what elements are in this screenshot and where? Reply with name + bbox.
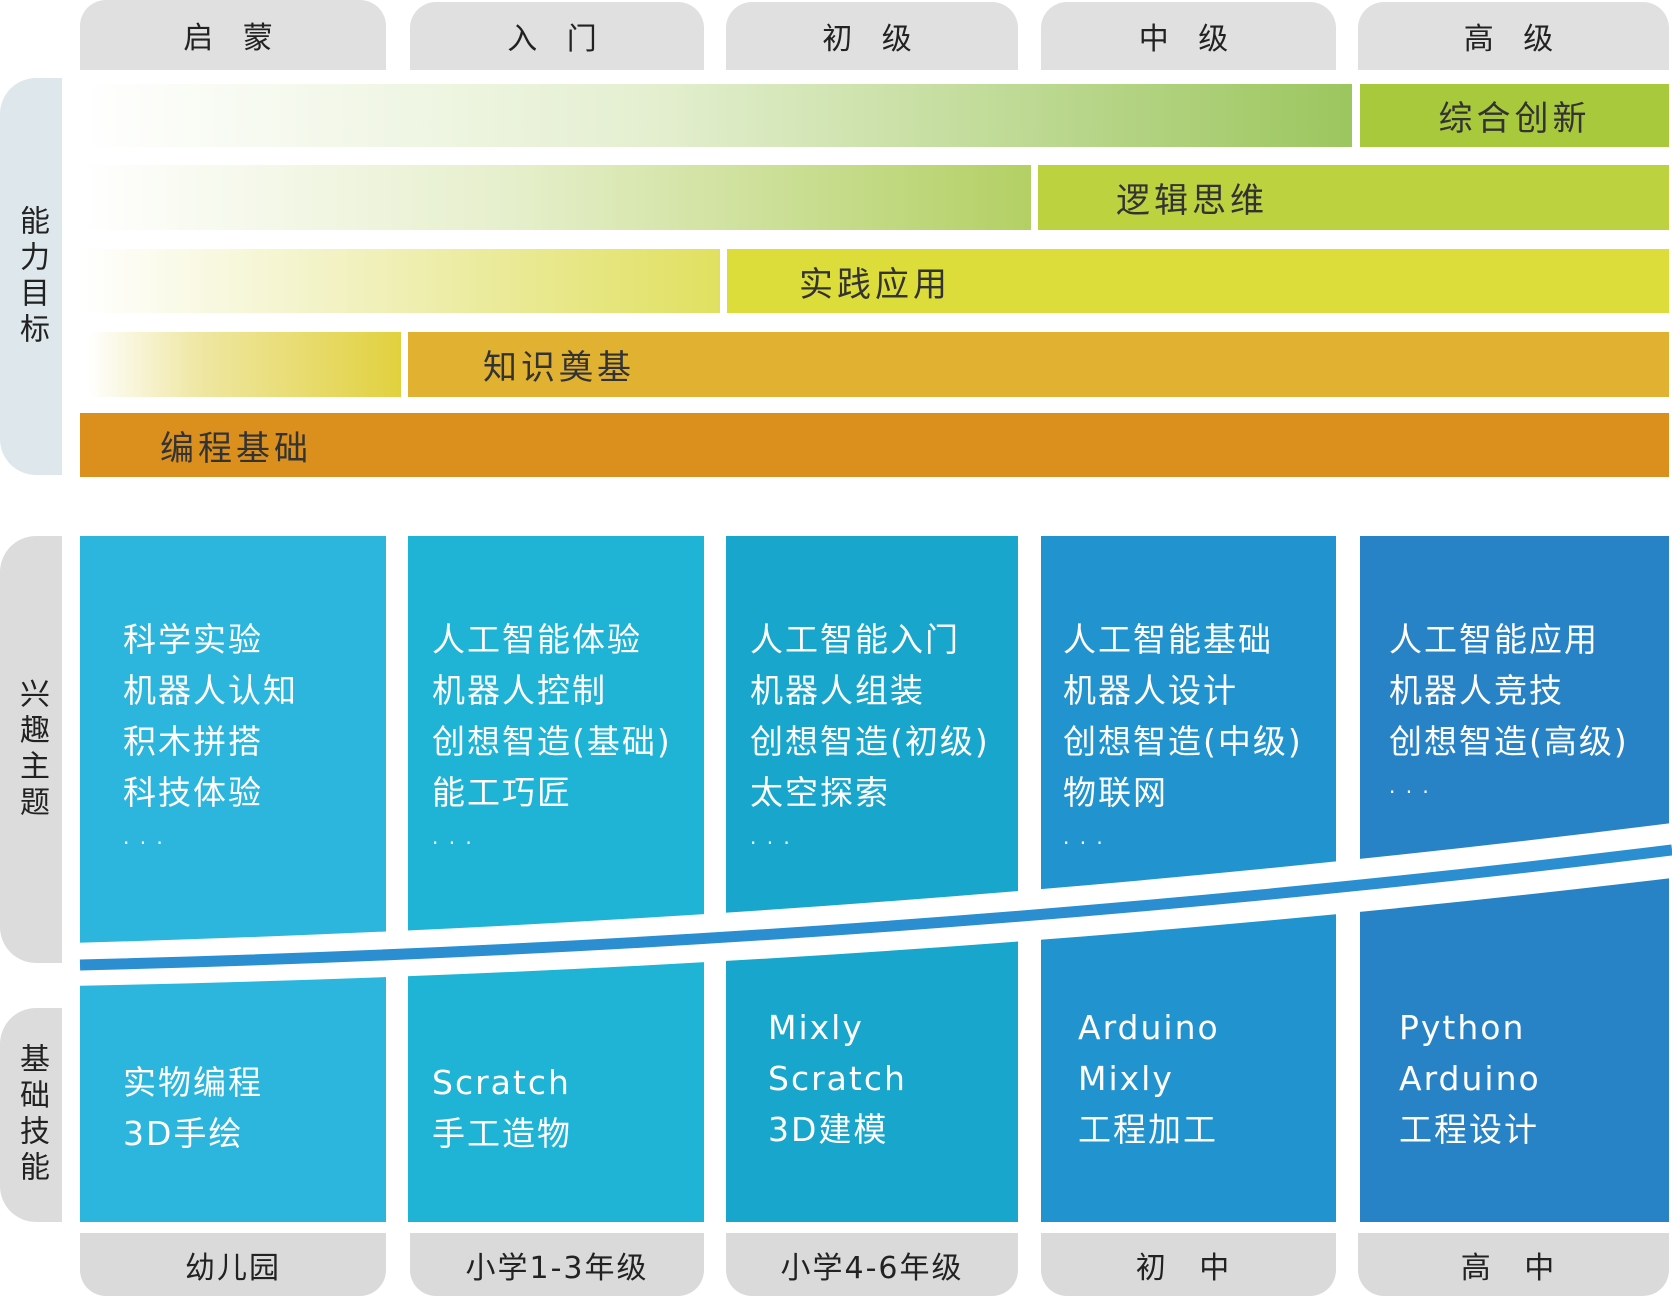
topic: 创想智造(高级) [1389, 722, 1629, 761]
topic: 太空探索 [750, 773, 890, 812]
ability-bar-programming-basics: 编程基础 [80, 413, 1669, 477]
grade-tab-1: 幼儿园 [80, 1233, 386, 1296]
ability-bar-comprehensive-innovation: 综合创新 [1360, 84, 1669, 147]
ability-gradient-4 [88, 332, 401, 397]
interest-topics: 人工智能体验 机器人控制 创想智造(基础) 能工巧匠 · · · [432, 614, 672, 869]
bar-label: 实践应用 [799, 264, 951, 305]
grade-tab-4: 初 中 [1041, 1233, 1336, 1296]
stage-tab-1: 启 蒙 [80, 0, 386, 70]
topic: 机器人组装 [750, 671, 925, 710]
topic: 创想智造(基础) [432, 722, 672, 761]
interest-topics: 人工智能应用 机器人竞技 创想智造(高级) · · · [1389, 614, 1629, 818]
bar-label: 综合创新 [1438, 99, 1591, 139]
skill: 3D建模 [768, 1110, 889, 1149]
topic: 人工智能体验 [432, 620, 642, 659]
interest-section-label: 兴趣主题 [0, 536, 62, 963]
skill: 3D手绘 [123, 1114, 244, 1153]
bar-label: 知识奠基 [483, 348, 635, 388]
skill: Arduino [1078, 1008, 1220, 1047]
stage-tab-2: 入 门 [410, 2, 704, 70]
column-primary-1-3: 人工智能体验 机器人控制 创想智造(基础) 能工巧匠 · · · Scratch… [408, 536, 704, 1222]
skill: 工程加工 [1078, 1110, 1218, 1149]
topic: 科学实验 [123, 620, 263, 659]
ability-label-text: 能力目标 [14, 204, 49, 349]
ability-section-label: 能力目标 [0, 78, 62, 475]
interest-topics: 人工智能基础 机器人设计 创想智造(中级) 物联网 · · · [1063, 614, 1303, 869]
topic: 创想智造(初级) [750, 722, 990, 761]
topic: 创想智造(中级) [1063, 722, 1303, 761]
ability-gradient-2 [80, 165, 1031, 230]
interest-label-text: 兴趣主题 [14, 677, 49, 822]
skill: 手工造物 [432, 1114, 572, 1153]
topic-ellipsis: · · · [1063, 831, 1105, 855]
skill: 实物编程 [123, 1063, 263, 1102]
ability-gradient-1 [80, 84, 1352, 147]
stage-tab-5: 高 级 [1358, 2, 1669, 70]
interest-topics: 科学实验 机器人认知 积木拼搭 科技体验 · · · [123, 614, 298, 869]
skills: Python Arduino 工程设计 [1399, 1002, 1541, 1155]
ability-gradient-3 [80, 249, 720, 313]
stage-tab-3: 初 级 [726, 2, 1018, 70]
skills: 实物编程 3D手绘 [123, 1057, 263, 1159]
topic-ellipsis: · · · [750, 831, 792, 855]
skill: Mixly [768, 1008, 864, 1047]
topic-ellipsis: · · · [123, 831, 165, 855]
divider-white-band [70, 823, 1672, 986]
topic: 人工智能入门 [750, 620, 960, 659]
topic: 机器人控制 [432, 671, 607, 710]
skill: Scratch [768, 1059, 907, 1098]
bar-label: 逻辑思维 [1116, 181, 1268, 221]
skills: Mixly Scratch 3D建模 [768, 1002, 907, 1155]
ability-bar-practical-application: 实践应用 [727, 249, 1669, 313]
skill: Arduino [1399, 1059, 1541, 1098]
grade-tab-3: 小学4-6年级 [726, 1233, 1018, 1296]
skill: 工程设计 [1399, 1110, 1539, 1149]
grade-tab-5: 高 中 [1358, 1233, 1669, 1296]
interest-topics: 人工智能入门 机器人组装 创想智造(初级) 太空探索 · · · [750, 614, 990, 869]
topic: 人工智能应用 [1389, 620, 1599, 659]
skill: Python [1399, 1008, 1526, 1047]
skill-section-label: 基础技能 [0, 1008, 62, 1222]
ability-bar-logical-thinking: 逻辑思维 [1038, 165, 1669, 230]
skills: Arduino Mixly 工程加工 [1078, 1002, 1220, 1155]
bar-label: 编程基础 [160, 428, 312, 469]
skill: Mixly [1078, 1059, 1174, 1098]
topic: 机器人认知 [123, 671, 298, 710]
topic: 能工巧匠 [432, 773, 572, 812]
topic: 科技体验 [123, 773, 263, 812]
topic: 积木拼搭 [123, 722, 263, 761]
skill: Scratch [432, 1063, 571, 1102]
skill-label-text: 基础技能 [14, 1043, 49, 1187]
grade-tab-2: 小学1-3年级 [410, 1233, 704, 1296]
ability-bar-knowledge-foundation: 知识奠基 [408, 332, 1669, 397]
topic: 机器人设计 [1063, 671, 1238, 710]
column-primary-4-6: 人工智能入门 机器人组装 创想智造(初级) 太空探索 · · · Mixly S… [726, 536, 1018, 1222]
stage-tab-4: 中 级 [1041, 2, 1336, 70]
skills: Scratch 手工造物 [432, 1057, 572, 1159]
topic: 人工智能基础 [1063, 620, 1273, 659]
column-kindergarten: 科学实验 机器人认知 积木拼搭 科技体验 · · · 实物编程 3D手绘 [80, 536, 386, 1222]
topic-ellipsis: · · · [1389, 780, 1431, 804]
divider-blue-line [79, 844, 1672, 971]
topic: 物联网 [1063, 773, 1168, 812]
topic-ellipsis: · · · [432, 831, 474, 855]
topic: 机器人竞技 [1389, 671, 1564, 710]
